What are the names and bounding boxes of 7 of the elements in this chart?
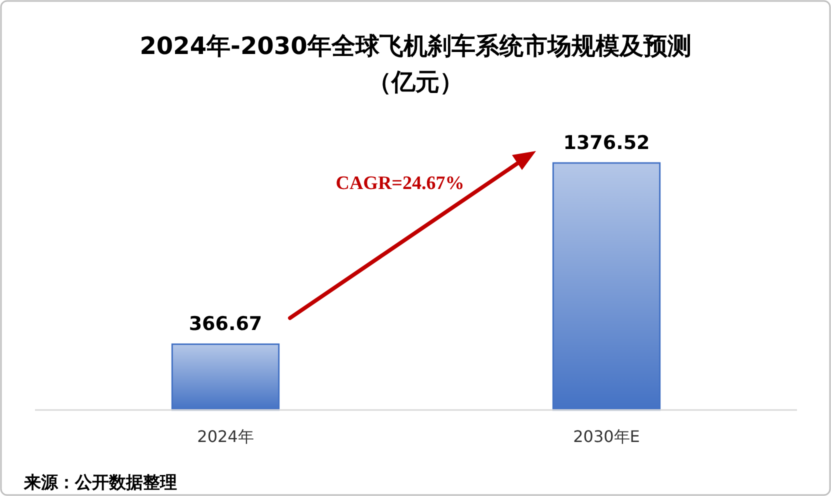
annotation: CAGR=24.67% bbox=[336, 173, 464, 194]
chart-title: 2024年-2030年全球飞机刹车系统市场规模及预测（亿元） bbox=[140, 32, 692, 96]
x-tick-label: 2024年 bbox=[197, 427, 254, 446]
data-label: 1376.52 bbox=[563, 132, 650, 154]
source-note: 来源：公开数据整理 bbox=[23, 473, 177, 493]
x-tick-label: 2030年E bbox=[573, 427, 640, 446]
data-label: 366.67 bbox=[188, 313, 262, 336]
